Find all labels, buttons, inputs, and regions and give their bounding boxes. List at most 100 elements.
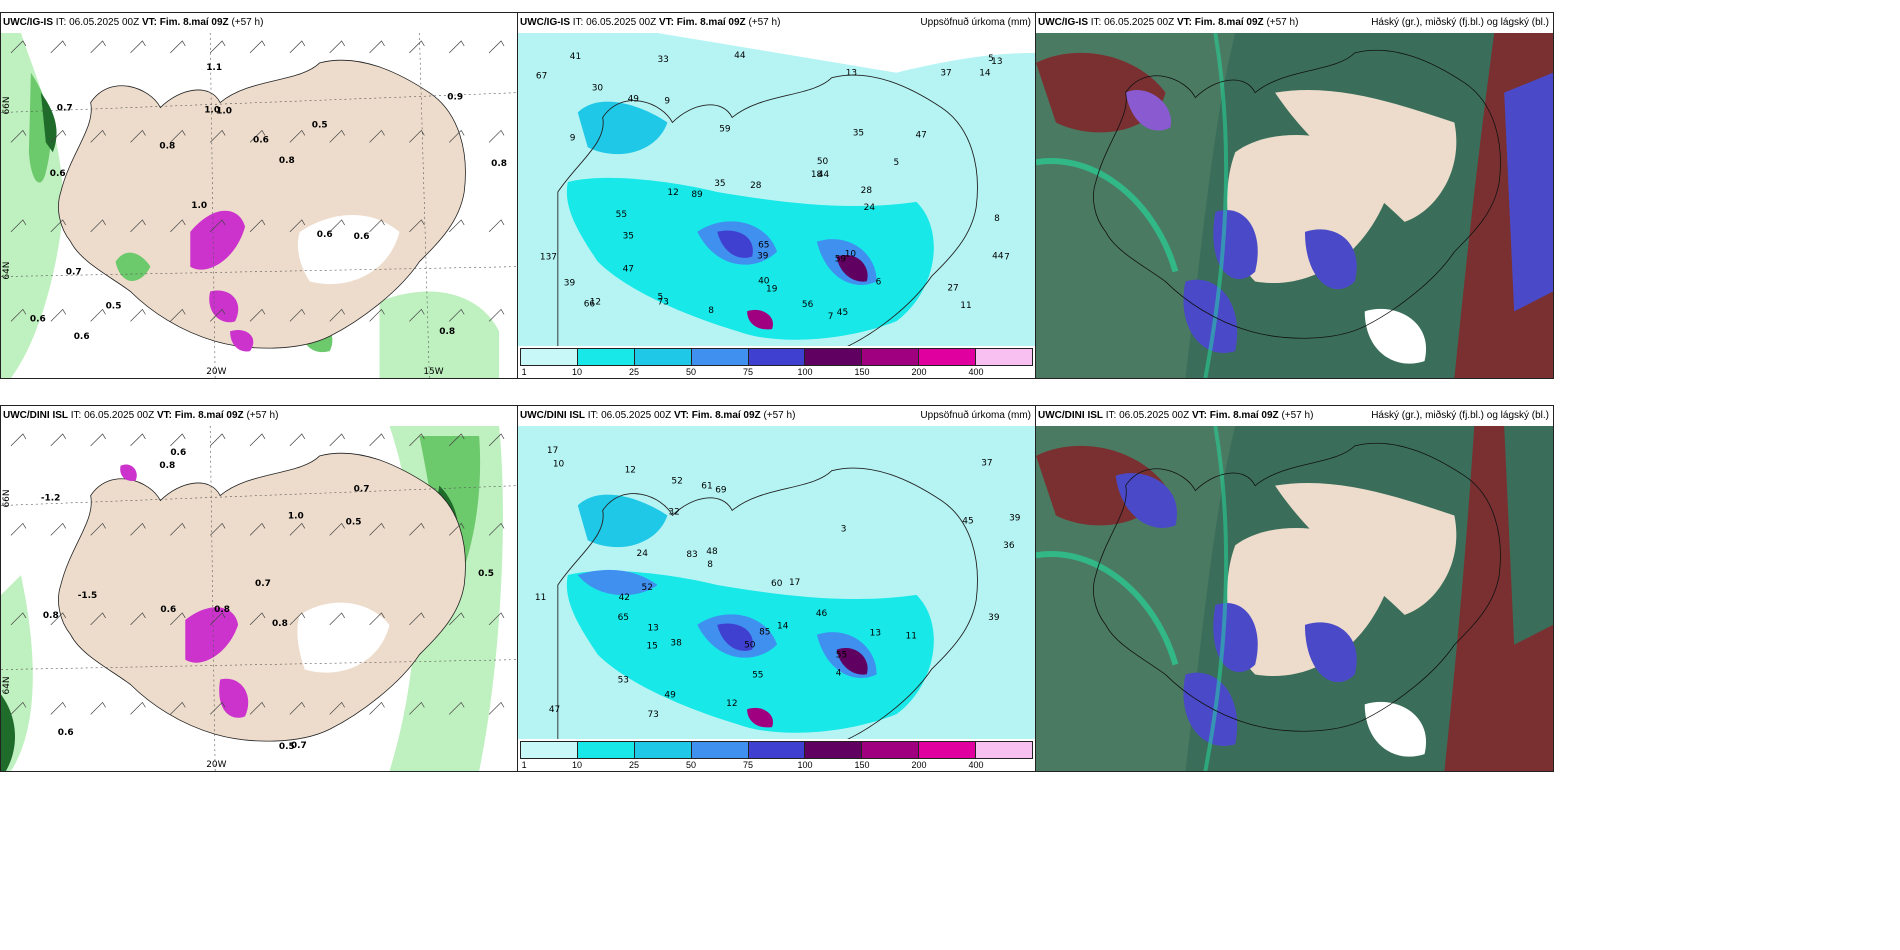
value-label: 0.8: [159, 141, 175, 151]
value-label: 5: [657, 292, 663, 302]
wind-map-top: 0.8 0.6 0.9 1.0 0.5 0.6 1.0 0.6 0.7 0.8 0.6 0.5 1.0 0…: [1, 33, 517, 378]
panel-header: UWC/DINI ISL IT: 06.05.2025 00Z VT: Fim.…: [1036, 406, 1553, 426]
value-label: 13: [991, 57, 1002, 67]
legend-tick: 1: [521, 367, 527, 377]
value-label: 0.6: [317, 230, 333, 240]
value-label: 24: [864, 203, 876, 213]
panel-clouds-top: UWC/IG-IS IT: 06.05.2025 00Z VT: Fim. 8.…: [1035, 12, 1554, 379]
value-label: 1.0: [204, 106, 220, 116]
value-label: 19: [766, 284, 778, 294]
value-label: 30: [592, 84, 604, 94]
legend-tick: 150: [854, 760, 870, 770]
value-label: 5: [988, 54, 994, 64]
value-label: 46: [816, 609, 828, 619]
lon-label-20w: 20W: [206, 760, 226, 770]
clouds-map-bottom: [1036, 426, 1553, 771]
value-label: 11: [906, 632, 917, 642]
value-label: 44: [818, 170, 830, 180]
value-label: 42: [619, 593, 630, 603]
panel-wind-top: UWC/IG-IS IT: 06.05.2025 00Z VT: Fim. 8.…: [0, 12, 518, 379]
value-label: 0.5: [106, 301, 122, 311]
value-label: 7: [1004, 253, 1010, 263]
value-label: 45: [837, 308, 848, 318]
value-label: 28: [861, 186, 873, 196]
panel-precip-top: UWC/IG-IS IT: 06.05.2025 00Z VT: Fim. 8.…: [517, 12, 1036, 379]
value-label: 85: [759, 628, 770, 638]
legend-swatch: [805, 742, 863, 758]
value-label: 47: [915, 130, 926, 140]
value-label: 49: [628, 95, 640, 105]
value-label: 12: [726, 699, 737, 709]
precip-map-top: 8 7 5 6 33 30 12 11 44 59 37 19 35 39 13 18 9 73 89 67 59 13 5…: [518, 33, 1035, 346]
value-label: 0.5: [312, 120, 328, 130]
value-label: 0.8: [439, 327, 455, 337]
value-label: 73: [647, 710, 658, 720]
value-label: 0.7: [66, 268, 82, 278]
panel-title: Uppsöfnuð úrkoma (mm): [920, 17, 1031, 28]
legend-tick: 1: [521, 760, 527, 770]
value-label: 0.8: [214, 605, 230, 615]
legend-tick: 400: [968, 367, 984, 377]
lon-label-15w: 15W: [423, 367, 443, 377]
value-label: 7: [828, 312, 834, 322]
value-label: 0.9: [447, 93, 463, 103]
value-label: 5: [894, 158, 900, 168]
value-label: 8: [707, 560, 713, 570]
value-label: 0.5: [346, 517, 362, 527]
value-label: 37: [981, 459, 992, 469]
value-label: 41: [570, 52, 581, 62]
value-label: 44: [992, 252, 1004, 262]
value-label: 83: [686, 550, 697, 560]
legend-tick: 50: [685, 367, 697, 377]
value-label: 15: [647, 642, 658, 652]
lat-label-66n: 66N: [2, 489, 12, 507]
value-label: 37: [940, 69, 951, 79]
value-label: 45: [962, 516, 973, 526]
panel-header: UWC/IG-IS IT: 06.05.2025 00Z VT: Fim. 8.…: [1036, 13, 1553, 33]
value-label: 65: [758, 241, 769, 251]
value-label: 0.6: [50, 169, 66, 179]
legend-swatch: [919, 742, 977, 758]
value-label: 14: [979, 69, 991, 79]
wind-map-bottom: 0.6 0.7 0.5 0.8 0.8 -1.5 -1.2 0.5 0.8 1.0 0.7 0.6 0.…: [1, 426, 517, 771]
legend-tick: 200: [911, 367, 927, 377]
value-label: 89: [691, 190, 703, 200]
legend-swatch: [862, 349, 920, 365]
legend-swatch: [577, 742, 635, 758]
value-label: 12: [625, 466, 636, 476]
value-label: 56: [802, 300, 814, 310]
legend-tick: 100: [797, 367, 813, 377]
value-label: 52: [642, 583, 653, 593]
panel-header: UWC/IG-IS IT: 06.05.2025 00Z VT: Fim. 8.…: [518, 13, 1035, 33]
value-label: 47: [549, 705, 560, 715]
value-label: 1.0: [216, 107, 232, 117]
legend-tick: 50: [685, 760, 697, 770]
value-label: 39: [1009, 513, 1021, 523]
legend-tick: 400: [968, 760, 984, 770]
value-label: 73: [657, 297, 668, 307]
legend-swatch: [577, 349, 635, 365]
legend-swatch: [748, 742, 806, 758]
legend-tick: 10: [571, 367, 583, 377]
value-label: 61: [701, 482, 712, 492]
legend-tick: 100: [797, 760, 813, 770]
value-label: 0.7: [255, 579, 271, 589]
legend-swatch: [976, 742, 1033, 758]
value-label: 0.6: [160, 605, 176, 615]
value-label: 35: [623, 232, 634, 242]
value-label: 44: [734, 51, 746, 61]
value-label: 49: [664, 690, 676, 700]
value-label: 0.5: [279, 742, 295, 752]
value-label: 52: [671, 477, 682, 487]
lon-label-20w: 20W: [206, 367, 226, 377]
legend-swatch: [919, 349, 977, 365]
value-label: 13: [846, 69, 857, 79]
value-label: 9: [664, 97, 670, 107]
value-label: 0.8: [279, 156, 295, 166]
value-label: 50: [817, 157, 829, 167]
value-label: 33: [657, 55, 668, 65]
legend-swatch: [521, 742, 578, 758]
value-label: 66: [584, 299, 596, 309]
value-label: 12: [590, 297, 601, 307]
value-label: 9: [570, 133, 576, 143]
